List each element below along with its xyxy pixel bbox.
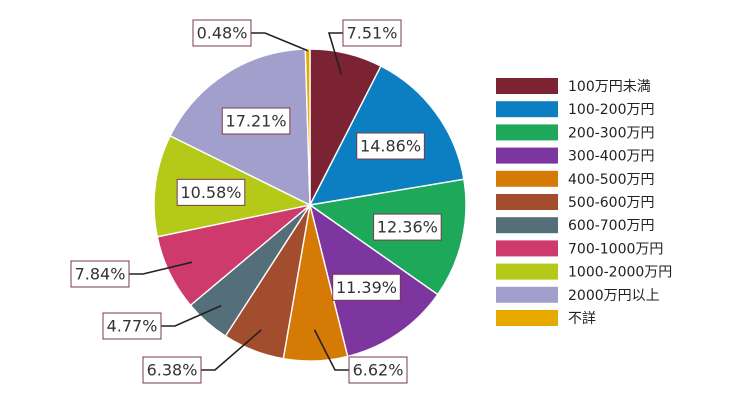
data-labels: 7.51% 14.86% 12.36% 11.39% 6.62% 6.38% 4.77% 7.… xyxy=(70,19,442,384)
label-leader-line xyxy=(161,304,222,327)
data-label: 6.62% xyxy=(353,361,404,380)
legend-label: 400-500万円 xyxy=(568,172,655,188)
data-label-box xyxy=(356,132,425,160)
data-label: 6.38% xyxy=(147,361,198,380)
legend-swatch xyxy=(496,263,558,280)
legend-label: 300-400万円 xyxy=(568,149,655,165)
legend-label: 100-200万円 xyxy=(568,102,655,118)
label-leader-line xyxy=(251,32,308,52)
legend-label: 200-300万円 xyxy=(568,125,655,141)
label-leader-line xyxy=(129,261,193,275)
data-label: 10.58% xyxy=(180,183,241,202)
label-leader-line xyxy=(327,32,343,75)
data-label-box xyxy=(70,260,130,288)
legend-swatch xyxy=(496,170,558,187)
legend-swatch xyxy=(496,147,558,164)
data-label: 12.36% xyxy=(377,218,438,237)
legend-label: 700-1000万円 xyxy=(568,241,663,257)
legend-label: 600-700万円 xyxy=(568,218,655,234)
legend-swatch xyxy=(496,124,558,141)
legend-swatch xyxy=(496,78,558,94)
data-label-box xyxy=(221,107,291,135)
data-label-box xyxy=(102,312,162,340)
legend-label: 不詳 xyxy=(568,311,596,327)
data-label-box xyxy=(348,356,408,384)
legend-swatch xyxy=(496,310,558,326)
legend-label: 1000-2000万円 xyxy=(568,265,672,281)
data-label: 4.77% xyxy=(107,317,158,336)
data-label-box xyxy=(332,273,401,301)
data-label: 0.48% xyxy=(197,24,248,43)
data-label-box xyxy=(373,213,442,241)
label-leader-line xyxy=(201,329,262,371)
data-label-box xyxy=(342,19,402,47)
data-label: 7.51% xyxy=(347,24,398,43)
legend-swatch xyxy=(496,240,558,257)
data-label: 11.39% xyxy=(336,278,397,297)
legend-swatch xyxy=(496,194,558,210)
legend: 100万円未満 100-200万円 200-300万円 300-400万円 400-50… xyxy=(496,78,672,327)
data-label: 7.84% xyxy=(75,265,126,284)
data-label-box xyxy=(142,356,202,384)
data-label: 14.86% xyxy=(360,137,421,156)
legend-label: 100万円未満 xyxy=(568,79,651,95)
legend-label: 2000万円以上 xyxy=(568,288,660,304)
label-leader-line xyxy=(313,329,349,371)
legend-swatch xyxy=(496,217,558,234)
data-label-box xyxy=(192,19,252,47)
label-leaders xyxy=(129,32,349,371)
data-label-box xyxy=(176,178,246,206)
legend-swatch xyxy=(496,101,558,118)
legend-swatch xyxy=(496,286,558,303)
data-label: 17.21% xyxy=(226,111,287,130)
legend-label: 500-600万円 xyxy=(568,195,655,211)
